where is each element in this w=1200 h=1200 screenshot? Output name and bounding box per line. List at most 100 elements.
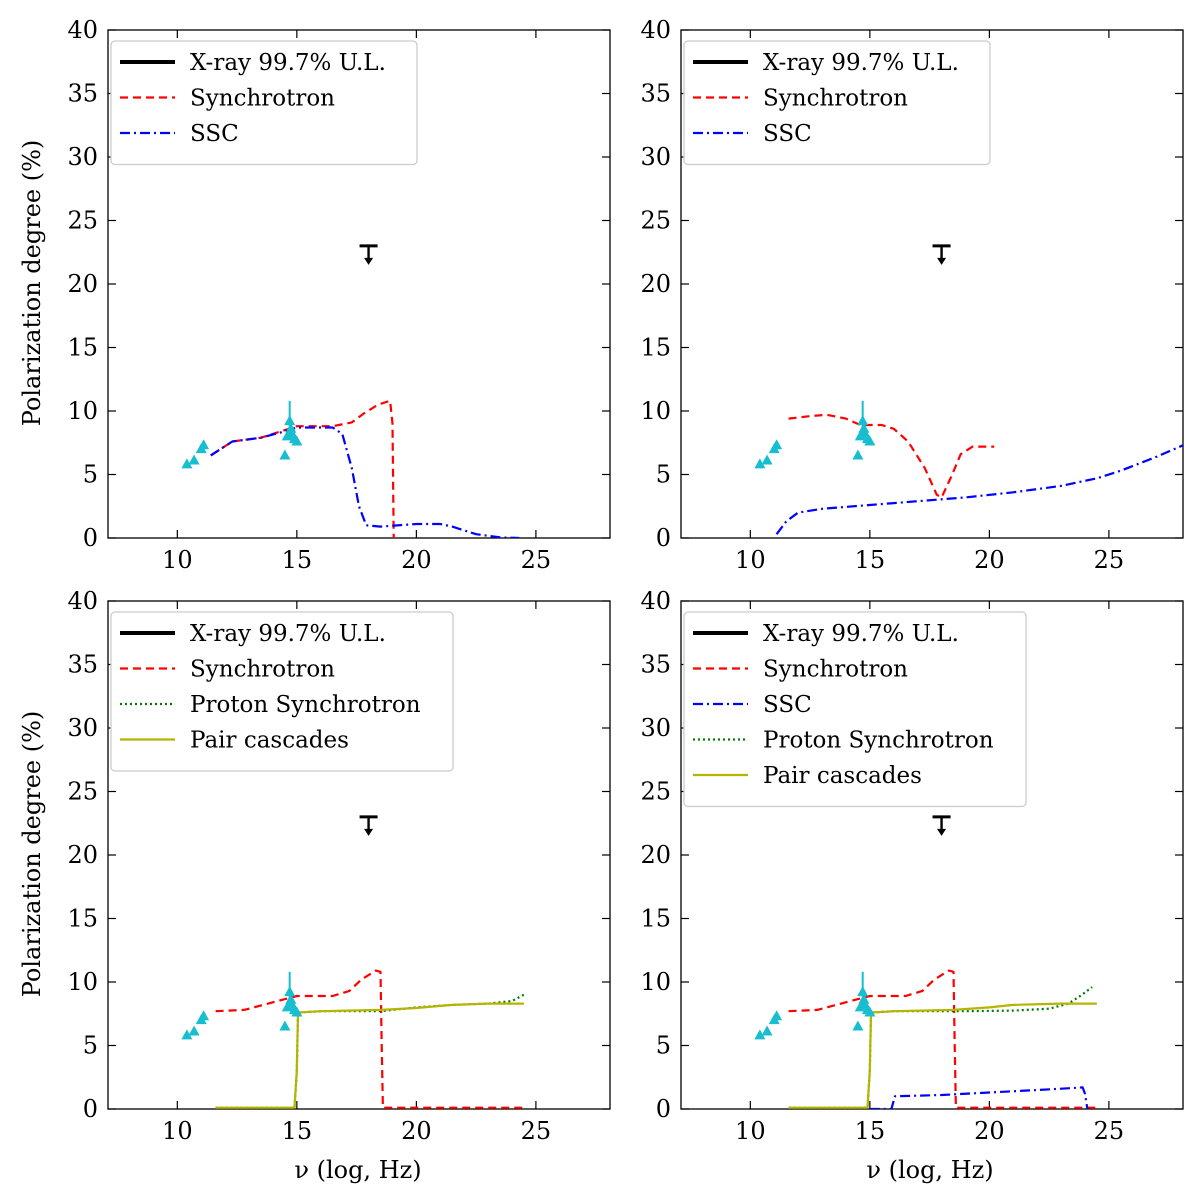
- observation-point: [852, 1020, 864, 1031]
- x-tick-label: 20: [974, 1117, 1005, 1145]
- x-tick-label: 25: [521, 546, 552, 574]
- legend-label: Pair cascades: [190, 728, 349, 754]
- legend-box: [110, 40, 418, 166]
- series-line-synchrotron: [788, 413, 995, 499]
- observation-point: [291, 1006, 303, 1017]
- plot-area: [754, 969, 1097, 1109]
- y-tick-label: 40: [67, 587, 98, 615]
- legend: X-ray 99.7% U.L. Synchrotron Proton Synchr…: [110, 611, 454, 772]
- legend-box: [683, 40, 991, 166]
- series-line-proton-synchrotron: [215, 993, 525, 1109]
- x-tick-label: 25: [521, 1117, 552, 1145]
- chart-panel-3: 0 5 10 15 20 25 30 35 40 10 15 20 25 X-ray 99.7% U.L.…: [67, 587, 611, 1145]
- x-tick-label: 25: [1094, 546, 1125, 574]
- x-tick-label: 15: [282, 1117, 313, 1145]
- legend-label: X-ray 99.7% U.L.: [763, 621, 959, 647]
- observation-point: [181, 1029, 193, 1040]
- y-tick-label: 5: [83, 1032, 98, 1060]
- observation-point: [279, 1020, 291, 1031]
- plot-area: [754, 400, 1183, 535]
- y-tick-label: 0: [656, 524, 671, 552]
- observation-point: [285, 422, 297, 433]
- series-line-ssc: [869, 1086, 1089, 1109]
- x-axis-label-left: ν (log, Hz): [294, 1156, 421, 1184]
- legend-label: Synchrotron: [763, 657, 908, 683]
- observation-point: [279, 449, 291, 460]
- y-tick-label: 20: [640, 270, 671, 298]
- x-tick-label: 10: [162, 546, 193, 574]
- y-tick-label: 30: [67, 143, 98, 171]
- x-tick-label: 25: [1094, 1117, 1125, 1145]
- legend-label: Proton Synchrotron: [763, 728, 994, 754]
- observation-point: [198, 439, 210, 450]
- observation-point: [754, 458, 766, 469]
- observation-point: [754, 1029, 766, 1040]
- y-tick-label: 25: [640, 207, 671, 235]
- y-tick-label: 40: [67, 16, 98, 44]
- legend-label: SSC: [763, 121, 812, 147]
- plot-area: [181, 399, 520, 538]
- y-tick-label: 0: [656, 1095, 671, 1123]
- y-tick-label: 15: [67, 905, 98, 933]
- observation-point: [198, 1010, 210, 1021]
- observation-point: [854, 1001, 866, 1012]
- observation-point: [857, 415, 869, 426]
- legend: X-ray 99.7% U.L. Synchrotron SSC: [683, 40, 991, 166]
- x-axis-label-right: ν (log, Hz): [866, 1156, 993, 1184]
- y-tick-label: 25: [67, 778, 98, 806]
- legend-box: [110, 611, 454, 772]
- y-tick-label: 30: [640, 714, 671, 742]
- x-tick-label: 20: [974, 546, 1005, 574]
- legend: X-ray 99.7% U.L. Synchrotron SSC: [110, 40, 418, 166]
- observation-point: [761, 454, 773, 465]
- xray-upper-limit-marker: [359, 815, 378, 836]
- y-tick-label: 20: [67, 841, 98, 869]
- y-tick-label: 0: [83, 524, 98, 552]
- y-tick-label: 25: [640, 778, 671, 806]
- series-line-pair-cascades: [215, 1002, 524, 1109]
- y-axis-label-top: Polarization degree (%): [18, 140, 46, 427]
- chart-panel-4: 0 5 10 15 20 25 30 35 40 10 15 20 25 X-ray 99.7% U.L.…: [640, 587, 1184, 1145]
- observation-point: [857, 986, 869, 997]
- observation-point: [281, 430, 293, 441]
- series-line-proton-synchrotron: [788, 986, 1093, 1109]
- chart-panel-1: 0 5 10 15 20 25 30 35 40 10 15 20 25 X-ray 99.7% U.L.…: [67, 16, 611, 574]
- y-tick-label: 40: [640, 16, 671, 44]
- y-tick-label: 10: [67, 397, 98, 425]
- observation-point: [285, 993, 297, 1004]
- x-tick-label: 15: [282, 546, 313, 574]
- plot-area: [181, 969, 525, 1109]
- y-tick-label: 15: [640, 334, 671, 362]
- observation-point: [291, 435, 303, 446]
- y-tick-label: 40: [640, 587, 671, 615]
- y-tick-label: 35: [640, 651, 671, 679]
- observation-point: [771, 439, 783, 450]
- observation-point: [761, 1025, 773, 1036]
- series-line-ssc: [210, 426, 520, 538]
- observation-point: [181, 458, 193, 469]
- legend-label: SSC: [763, 692, 812, 718]
- legend-label: Pair cascades: [763, 763, 922, 789]
- y-tick-label: 0: [83, 1095, 98, 1123]
- y-tick-label: 20: [67, 270, 98, 298]
- y-axis-label-bottom: Polarization degree (%): [18, 711, 46, 998]
- legend-label: SSC: [190, 121, 239, 147]
- series-line-synchrotron: [210, 399, 395, 538]
- y-tick-label: 5: [656, 1032, 671, 1060]
- x-tick-label: 15: [855, 546, 886, 574]
- xray-upper-limit-marker: [932, 815, 951, 836]
- y-tick-label: 35: [67, 80, 98, 108]
- chart-panel-2: 0 5 10 15 20 25 30 35 40 10 15 20 25 X-ray 99.7% U.L.…: [640, 16, 1184, 574]
- y-tick-label: 10: [640, 397, 671, 425]
- series-line-synchrotron: [215, 969, 524, 1109]
- x-tick-label: 20: [401, 546, 432, 574]
- x-tick-label: 10: [162, 1117, 193, 1145]
- xray-upper-limit-marker: [359, 244, 378, 265]
- x-tick-label: 20: [401, 1117, 432, 1145]
- y-tick-label: 30: [640, 143, 671, 171]
- observation-point: [281, 1001, 293, 1012]
- xray-upper-limit-marker: [932, 244, 951, 265]
- observation-point: [852, 449, 864, 460]
- y-tick-label: 15: [640, 905, 671, 933]
